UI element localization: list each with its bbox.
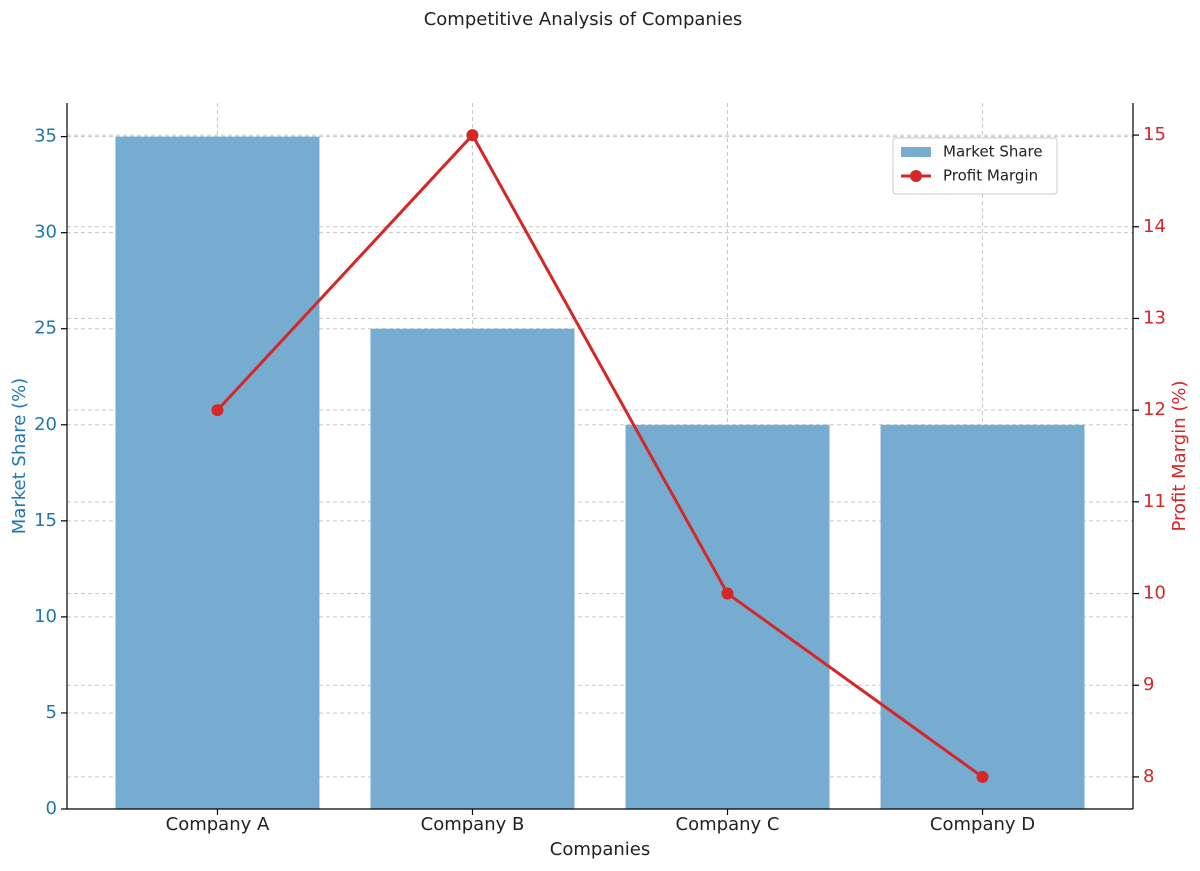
y2-tick-label: 14 [1143,216,1166,237]
y2-tick-label: 15 [1143,124,1166,145]
y-tick-label: 30 [34,222,57,243]
x-tick-label: Company B [421,814,525,835]
y2-tick-label: 11 [1143,491,1166,512]
y-tick-label: 15 [34,510,57,531]
y-tick-label: 10 [34,606,57,627]
y-tick-label: 25 [34,318,57,339]
y2-tick-label: 12 [1143,399,1166,420]
y2-tick-label: 10 [1143,583,1166,604]
bar [370,328,575,809]
legend-label: Market Share [943,143,1043,161]
x-tick-label: Company A [166,814,270,835]
point [721,587,734,600]
point [211,404,224,417]
y-axis-label: Market Share (%) [9,378,30,534]
chart-title: Competitive Analysis of Companies [424,9,743,30]
x-tick-label: Company C [676,814,780,835]
point [466,129,479,142]
y2-axis-label: Profit Margin (%) [1169,380,1190,531]
y2-tick-label: 9 [1143,674,1154,695]
legend-swatch [901,147,931,157]
y2-tick-label: 8 [1143,766,1154,787]
legend-box [892,137,1058,195]
point [976,770,989,783]
bar [625,424,830,809]
y-tick-label: 20 [34,414,57,435]
y-tick-label: 35 [34,126,57,147]
legend-label: Profit Margin [943,167,1038,185]
x-tick-label: Company D [930,814,1035,835]
y2-tick-label: 13 [1143,307,1166,328]
line [216,132,984,779]
y-tick-label: 0 [46,798,57,819]
x-axis-label: Companies [550,839,650,860]
bar [115,136,320,810]
legend-swatch [910,170,922,182]
y-tick-label: 5 [46,702,57,723]
bar [880,424,1085,809]
